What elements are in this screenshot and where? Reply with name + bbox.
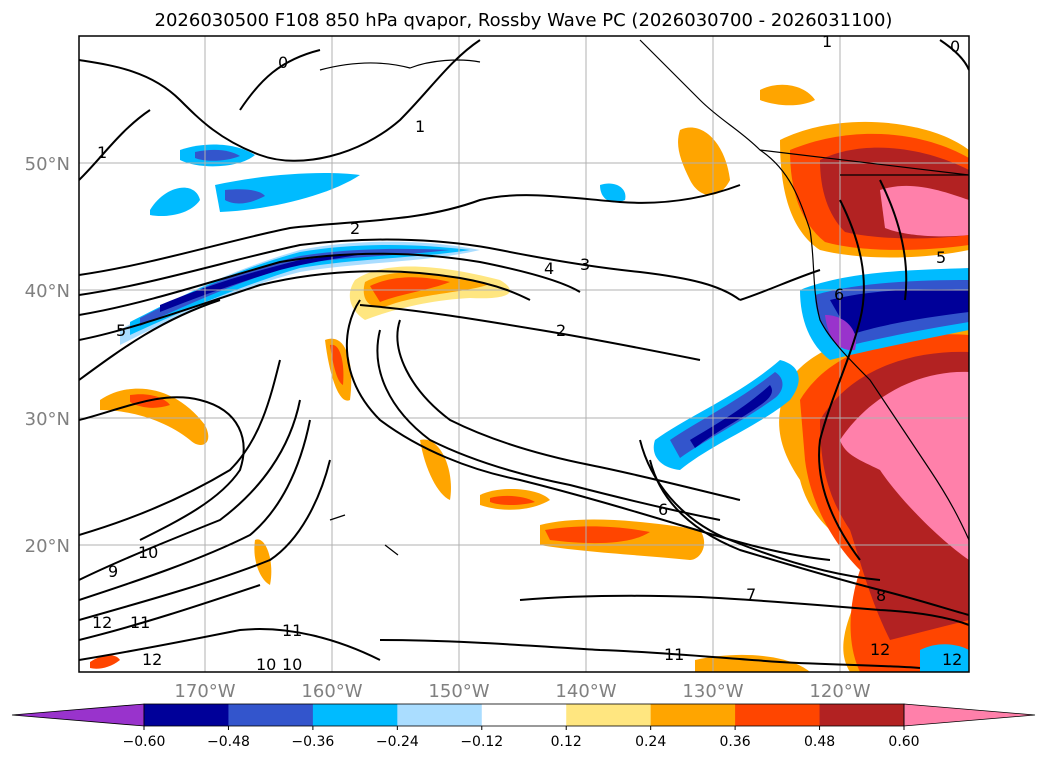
colorbar-segment <box>144 704 229 726</box>
colorbar-tick-label: −0.60 <box>123 734 166 750</box>
colorbar-tick-label: 0.48 <box>804 734 835 750</box>
contour-label: 6 <box>834 285 844 304</box>
contour-labels: 0 0 1 1 1 2 2 3 4 5 5 6 6 7 8 9 10 10 10… <box>92 32 962 674</box>
contour-label: 10 <box>282 655 302 674</box>
contour-label: 2 <box>556 321 566 340</box>
lat-label: 30°N <box>25 409 70 430</box>
contour-label: 1 <box>415 117 425 136</box>
lon-label: 150°W <box>428 681 489 702</box>
contour-label: 12 <box>942 650 962 669</box>
lon-label: 170°W <box>174 681 235 702</box>
contour-label: 1 <box>822 32 832 51</box>
lat-label: 50°N <box>25 154 70 175</box>
contour-label: 2 <box>350 219 360 238</box>
lon-label: 160°W <box>301 681 362 702</box>
map-frame <box>78 35 970 673</box>
colorbar-tick-label: −0.24 <box>376 734 419 750</box>
colorbar-segment <box>312 704 398 726</box>
contour-label: 11 <box>130 613 150 632</box>
colorbar-tick-label: 0.24 <box>635 734 666 750</box>
colorbar-segment <box>228 704 314 726</box>
contour-label: 3 <box>580 255 590 274</box>
contour-label: 9 <box>108 562 118 581</box>
contour-label: 12 <box>142 650 162 669</box>
contour-label: 12 <box>92 613 112 632</box>
contour-label: 4 <box>544 259 554 278</box>
colorbar-segment <box>481 704 567 726</box>
contour-label: 0 <box>950 37 960 56</box>
contour-label: 11 <box>664 645 684 664</box>
colorbar-outline <box>143 703 905 727</box>
contour-label: 7 <box>746 585 756 604</box>
contour-label: 5 <box>116 321 126 340</box>
lat-label: 40°N <box>25 281 70 302</box>
contour-label: 10 <box>138 543 158 562</box>
colorbar-tick-label: −0.48 <box>207 734 250 750</box>
gridlines <box>79 36 969 672</box>
contour-layer <box>79 39 969 669</box>
colorbar-tick-label: 0.36 <box>720 734 751 750</box>
coastline <box>319 59 481 71</box>
contour-label: 11 <box>282 621 302 640</box>
colorbar: −0.60 −0.48 −0.36 −0.24 −0.12 0.12 0.24 0.36 0.4… <box>11 703 1036 750</box>
lon-label: 140°W <box>555 681 616 702</box>
contour-label: 12 <box>870 640 890 659</box>
lon-label: 120°W <box>809 681 870 702</box>
colorbar-extend-max <box>903 703 1036 727</box>
lon-label: 130°W <box>682 681 743 702</box>
contour-label: 8 <box>876 586 886 605</box>
colorbar-tick-label: 0.12 <box>551 734 582 750</box>
contour-label: 1 <box>97 143 107 162</box>
colorbar-segment <box>735 704 821 726</box>
colorbar-tick-label: −0.36 <box>291 734 334 750</box>
lat-label: 20°N <box>25 536 70 557</box>
chart-title: 2026030500 F108 850 hPa qvapor, Rossby W… <box>154 10 893 31</box>
contour-line <box>79 109 151 181</box>
contour-label: 10 <box>256 655 276 674</box>
colorbar-extend-min <box>11 703 145 727</box>
contour-label: 0 <box>278 53 288 72</box>
colorbar-tick-label: 0.60 <box>888 734 919 750</box>
contour-label: 6 <box>658 500 668 519</box>
colorbar-segment <box>566 704 652 726</box>
colorbar-segment <box>819 704 905 726</box>
filled-anomaly-layer <box>90 84 969 672</box>
colorbar-segment <box>397 704 483 726</box>
colorbar-tick-label: −0.12 <box>460 734 503 750</box>
coastline-layer <box>319 39 969 556</box>
contour-label: 5 <box>936 248 946 267</box>
colorbar-segment <box>650 704 736 726</box>
